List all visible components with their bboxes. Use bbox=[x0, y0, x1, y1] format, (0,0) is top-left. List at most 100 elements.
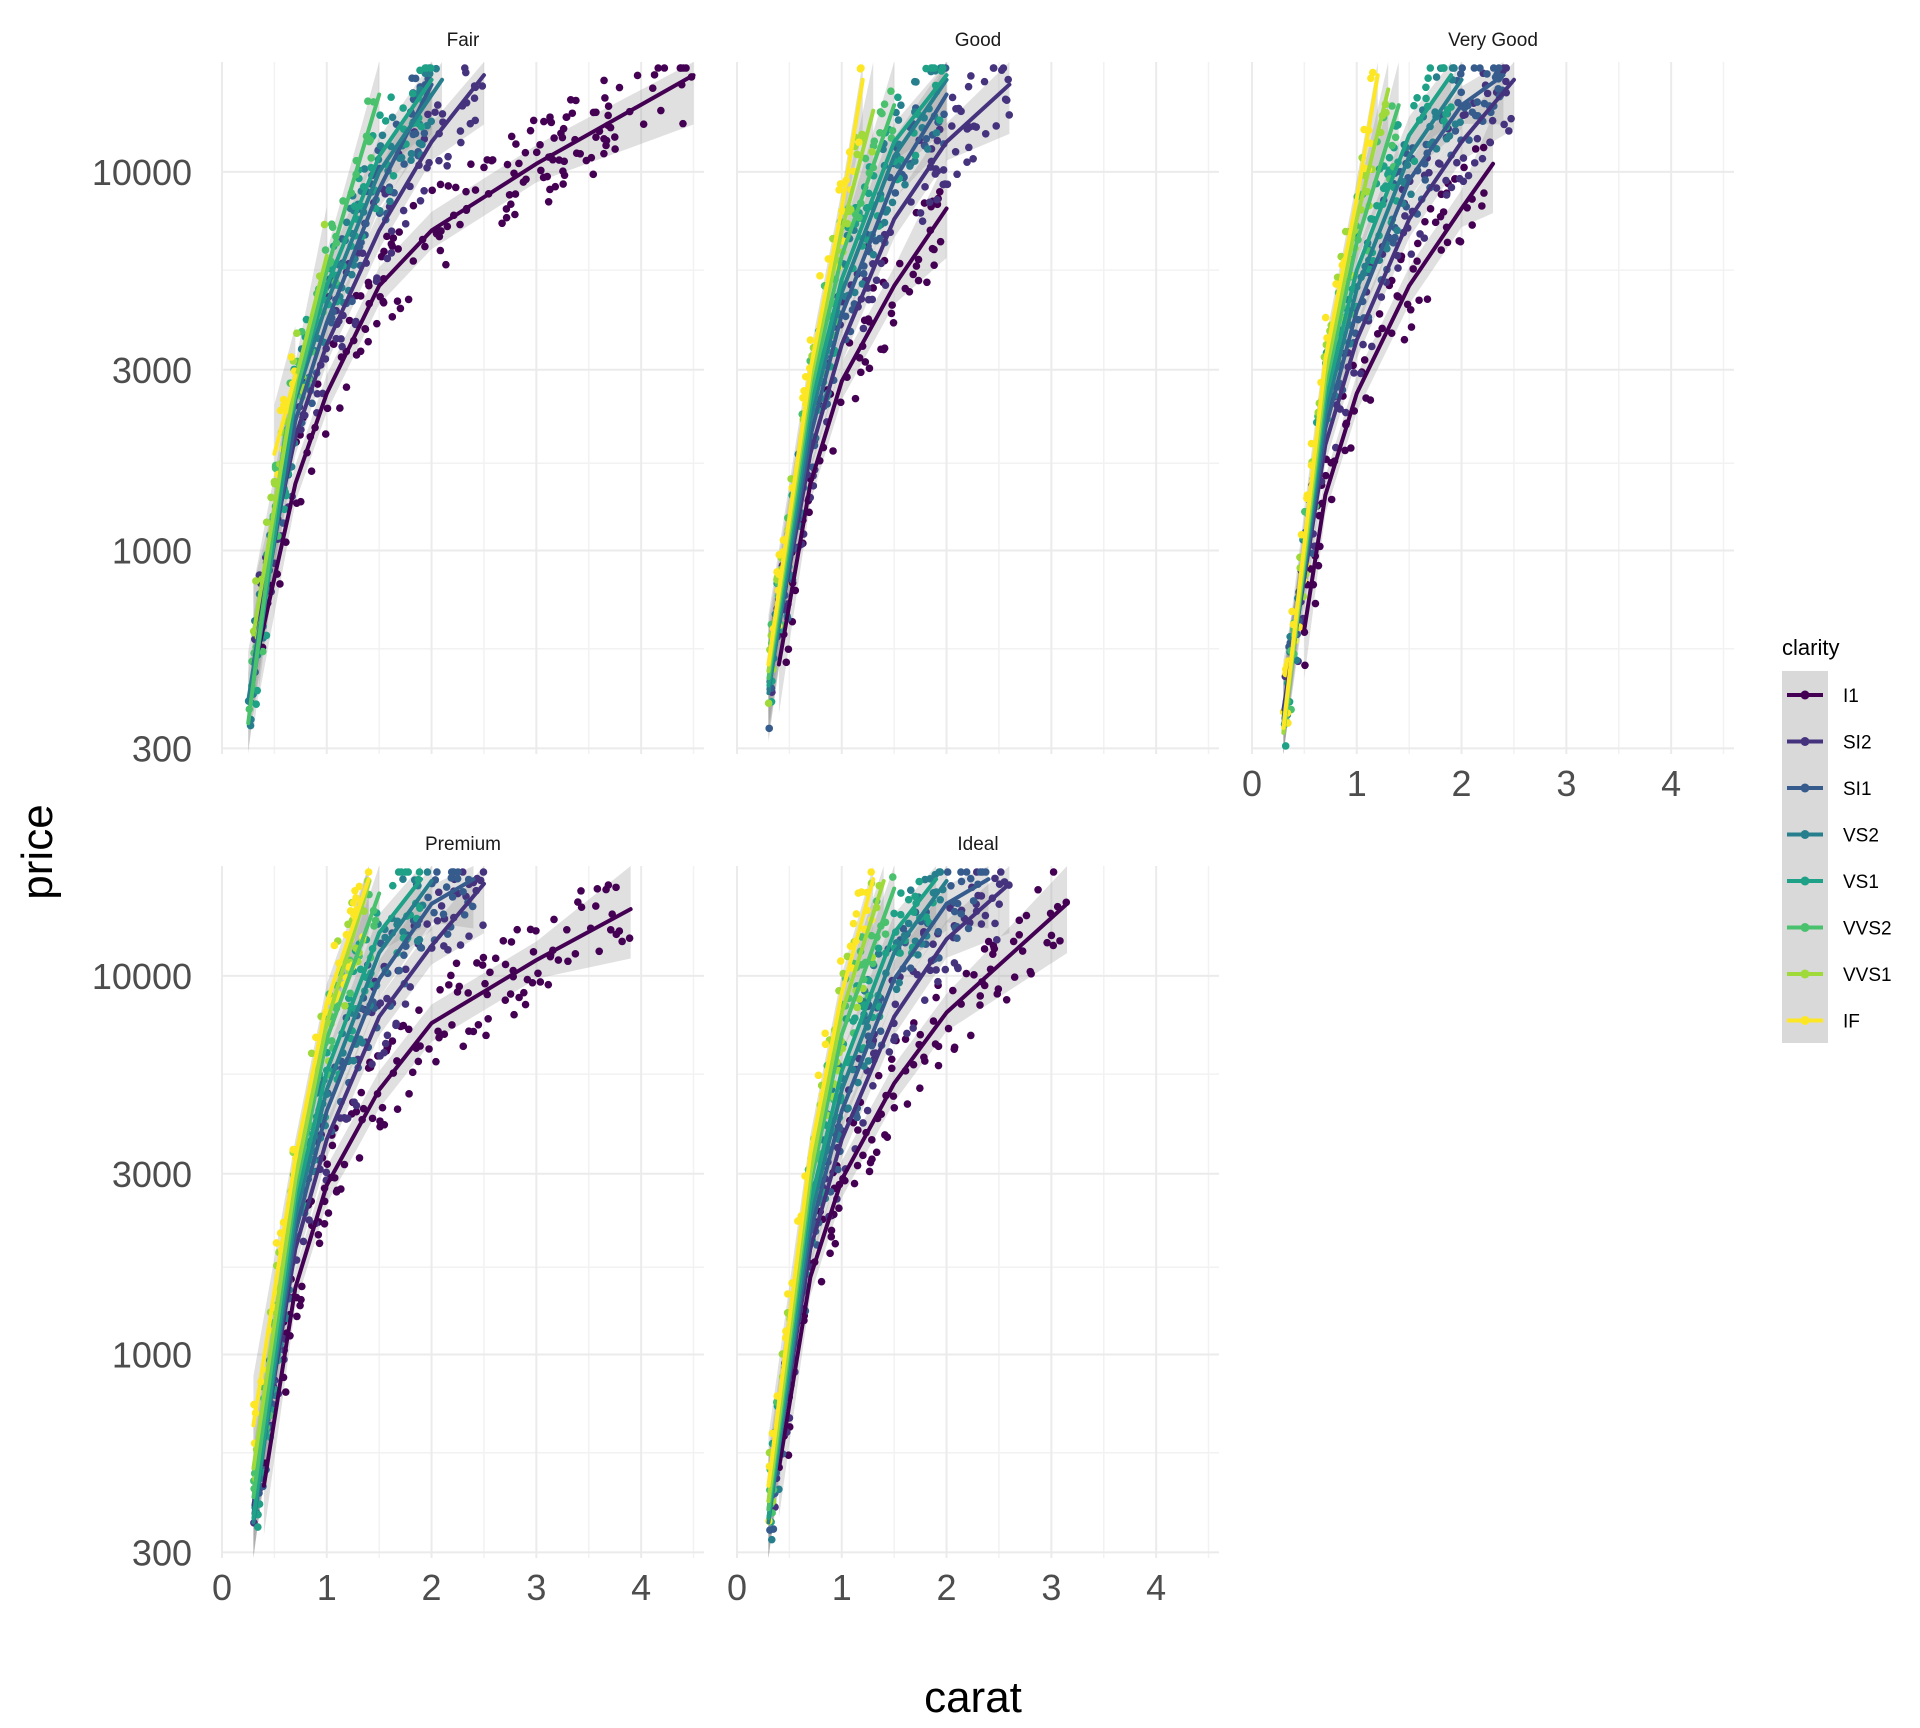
scatter-point bbox=[880, 100, 889, 108]
scatter-point bbox=[418, 140, 426, 149]
scatter-point bbox=[464, 989, 472, 997]
scatter-point bbox=[399, 928, 407, 936]
scatter-point bbox=[327, 318, 336, 327]
scatter-point bbox=[452, 959, 461, 968]
scatter-point bbox=[1367, 215, 1375, 223]
scatter-point bbox=[967, 72, 975, 80]
scatter-point bbox=[595, 947, 604, 956]
scatter-point bbox=[944, 1024, 953, 1033]
scatter-point bbox=[499, 937, 508, 945]
scatter-point bbox=[1440, 117, 1448, 125]
scatter-point bbox=[467, 160, 475, 168]
confidence-band bbox=[1283, 62, 1399, 754]
scatter-point bbox=[1394, 293, 1403, 301]
scatter-point bbox=[1018, 947, 1027, 955]
scatter-point bbox=[321, 430, 330, 438]
scatter-point bbox=[281, 1388, 290, 1396]
scatter-point bbox=[474, 1021, 483, 1029]
confidence-band bbox=[253, 866, 369, 1518]
scatter-point bbox=[1002, 96, 1011, 105]
scatter-point bbox=[322, 1168, 331, 1177]
scatter-point bbox=[887, 1064, 896, 1073]
scatter-point bbox=[394, 868, 403, 876]
scatter-point bbox=[401, 965, 410, 974]
scatter-point bbox=[601, 94, 609, 102]
scatter-point bbox=[356, 347, 365, 356]
scatter-point bbox=[456, 941, 465, 949]
scatter-point bbox=[890, 1036, 898, 1045]
confidence-band bbox=[768, 62, 1010, 732]
scatter-point bbox=[896, 949, 904, 957]
scatter-point bbox=[1507, 114, 1515, 123]
scatter-point bbox=[546, 113, 554, 121]
scatter-point bbox=[1049, 868, 1058, 876]
scatter-point bbox=[368, 1114, 377, 1123]
scatter-point bbox=[448, 1021, 456, 1029]
scatter-point bbox=[488, 156, 497, 164]
scatter-point bbox=[577, 887, 585, 895]
scatter-point bbox=[433, 916, 442, 925]
scatter-point bbox=[459, 1042, 468, 1051]
legend-key-point bbox=[1800, 876, 1810, 886]
scatter-point bbox=[1494, 84, 1503, 93]
scatter-point bbox=[880, 218, 889, 227]
scatter-point bbox=[1341, 446, 1349, 455]
scatter-point bbox=[1377, 293, 1386, 301]
scatter-point bbox=[392, 1019, 400, 1028]
smooth-line bbox=[251, 881, 371, 1471]
x-tick-label: 4 bbox=[1661, 763, 1681, 804]
scatter-point bbox=[376, 1122, 384, 1131]
scatter-point bbox=[981, 129, 990, 138]
scatter-point bbox=[1311, 599, 1320, 608]
scatter-point bbox=[407, 149, 416, 158]
scatter-point bbox=[826, 1249, 834, 1258]
x-tick-label: 4 bbox=[1146, 1567, 1166, 1608]
scatter-point bbox=[606, 925, 615, 934]
smooth-line bbox=[766, 82, 1012, 684]
scatter-point bbox=[995, 900, 1004, 909]
scatter-point bbox=[863, 1106, 872, 1115]
scatter-point bbox=[887, 1055, 896, 1064]
scatter-point bbox=[1043, 938, 1051, 947]
scatter-point bbox=[962, 969, 971, 978]
scatter-point bbox=[355, 1154, 364, 1162]
scatter-point bbox=[865, 364, 874, 373]
scatter-point bbox=[405, 1090, 413, 1098]
scatter-point bbox=[943, 180, 952, 189]
y-tick-label: 3000 bbox=[112, 350, 192, 391]
scatter-point bbox=[386, 197, 394, 206]
scatter-point bbox=[421, 242, 429, 251]
facet-strip-label: Very Good bbox=[1448, 30, 1538, 51]
scatter-point bbox=[1321, 313, 1330, 322]
facet-panel-fair: Fair 300 1000 3000 10000 bbox=[92, 30, 704, 769]
scatter-point bbox=[1483, 70, 1491, 78]
confidence-band bbox=[263, 866, 631, 1536]
scatter-point bbox=[435, 232, 444, 241]
scatter-point bbox=[372, 277, 381, 286]
scatter-point bbox=[657, 106, 665, 115]
scatter-point bbox=[558, 133, 567, 142]
scatter-point bbox=[978, 868, 987, 876]
scatter-point bbox=[465, 932, 473, 940]
scatter-point bbox=[954, 104, 963, 113]
scatter-point bbox=[425, 1045, 433, 1053]
scatter-point bbox=[373, 319, 381, 328]
scatter-point bbox=[835, 186, 843, 194]
scatter-point bbox=[610, 133, 619, 141]
scatter-point bbox=[914, 951, 922, 959]
scatter-point bbox=[399, 1021, 408, 1030]
scatter-point bbox=[421, 64, 430, 72]
scatter-point bbox=[906, 964, 915, 972]
smooth-line bbox=[1281, 73, 1380, 730]
scatter-point bbox=[990, 944, 999, 953]
scatter-point bbox=[348, 270, 356, 279]
scatter-point bbox=[934, 927, 943, 936]
scatter-point bbox=[456, 220, 464, 229]
y-tick-label: 300 bbox=[132, 728, 192, 769]
scatter-point bbox=[447, 971, 455, 980]
confidence-band bbox=[253, 62, 484, 684]
confidence-band bbox=[768, 62, 895, 728]
scatter-point bbox=[782, 658, 791, 667]
scatter-point bbox=[550, 134, 558, 142]
confidence-band bbox=[768, 866, 937, 1558]
